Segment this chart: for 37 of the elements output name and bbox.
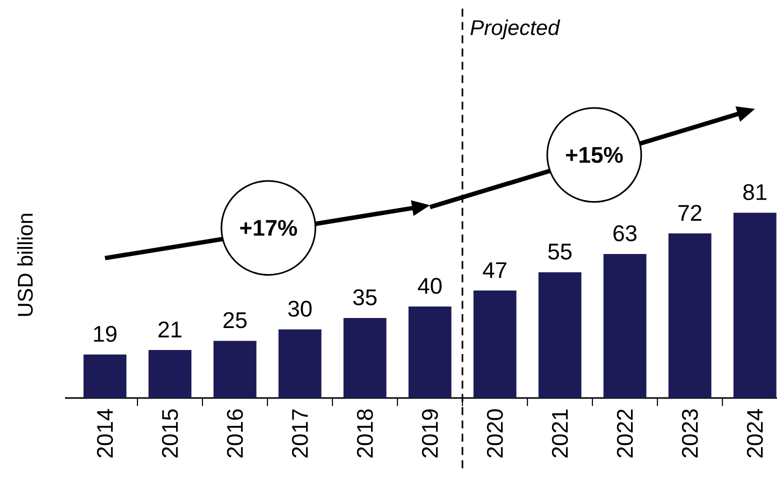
data-label: 63 (614, 225, 636, 242)
data-label: 25 (224, 312, 247, 328)
bar (344, 318, 386, 398)
x-tick-label: 2015 (162, 409, 178, 458)
bar (408, 306, 452, 398)
data-label: 81 (743, 184, 766, 200)
x-tick-label: 2020 (486, 409, 503, 458)
bar (538, 272, 582, 398)
bar (473, 290, 516, 398)
data-label: 21 (158, 322, 182, 338)
x-tick-label: 2016 (226, 409, 243, 458)
data-label: 19 (94, 326, 116, 342)
bar (733, 212, 776, 398)
annotation: +17% (240, 220, 298, 236)
y-axis-title: USD billion (17, 214, 33, 316)
x-tick-label: 2019 (422, 409, 438, 458)
x-tick-label: 2021 (552, 409, 568, 458)
x-tick-label: 2022 (616, 410, 633, 458)
data-label: 40 (418, 278, 442, 294)
text: +15% (566, 146, 623, 163)
data-label: 47 (482, 262, 506, 278)
data-label: 30 (288, 300, 312, 317)
bar (603, 254, 646, 398)
x-tick-label: 2018 (356, 409, 373, 458)
x-tick-label: 2014 (96, 409, 113, 458)
bar (668, 233, 712, 398)
bar (278, 329, 322, 398)
x-tick-label: 2024 (746, 409, 763, 458)
bar (84, 354, 126, 398)
data-label: 35 (353, 289, 377, 306)
bar (214, 340, 256, 398)
data-label: 72 (678, 204, 702, 221)
x-tick-label: 2023 (682, 409, 698, 458)
x-tick-label: 2017 (292, 410, 308, 458)
bar (148, 350, 192, 398)
text: Projected (470, 20, 560, 40)
data-label: 55 (548, 244, 572, 260)
